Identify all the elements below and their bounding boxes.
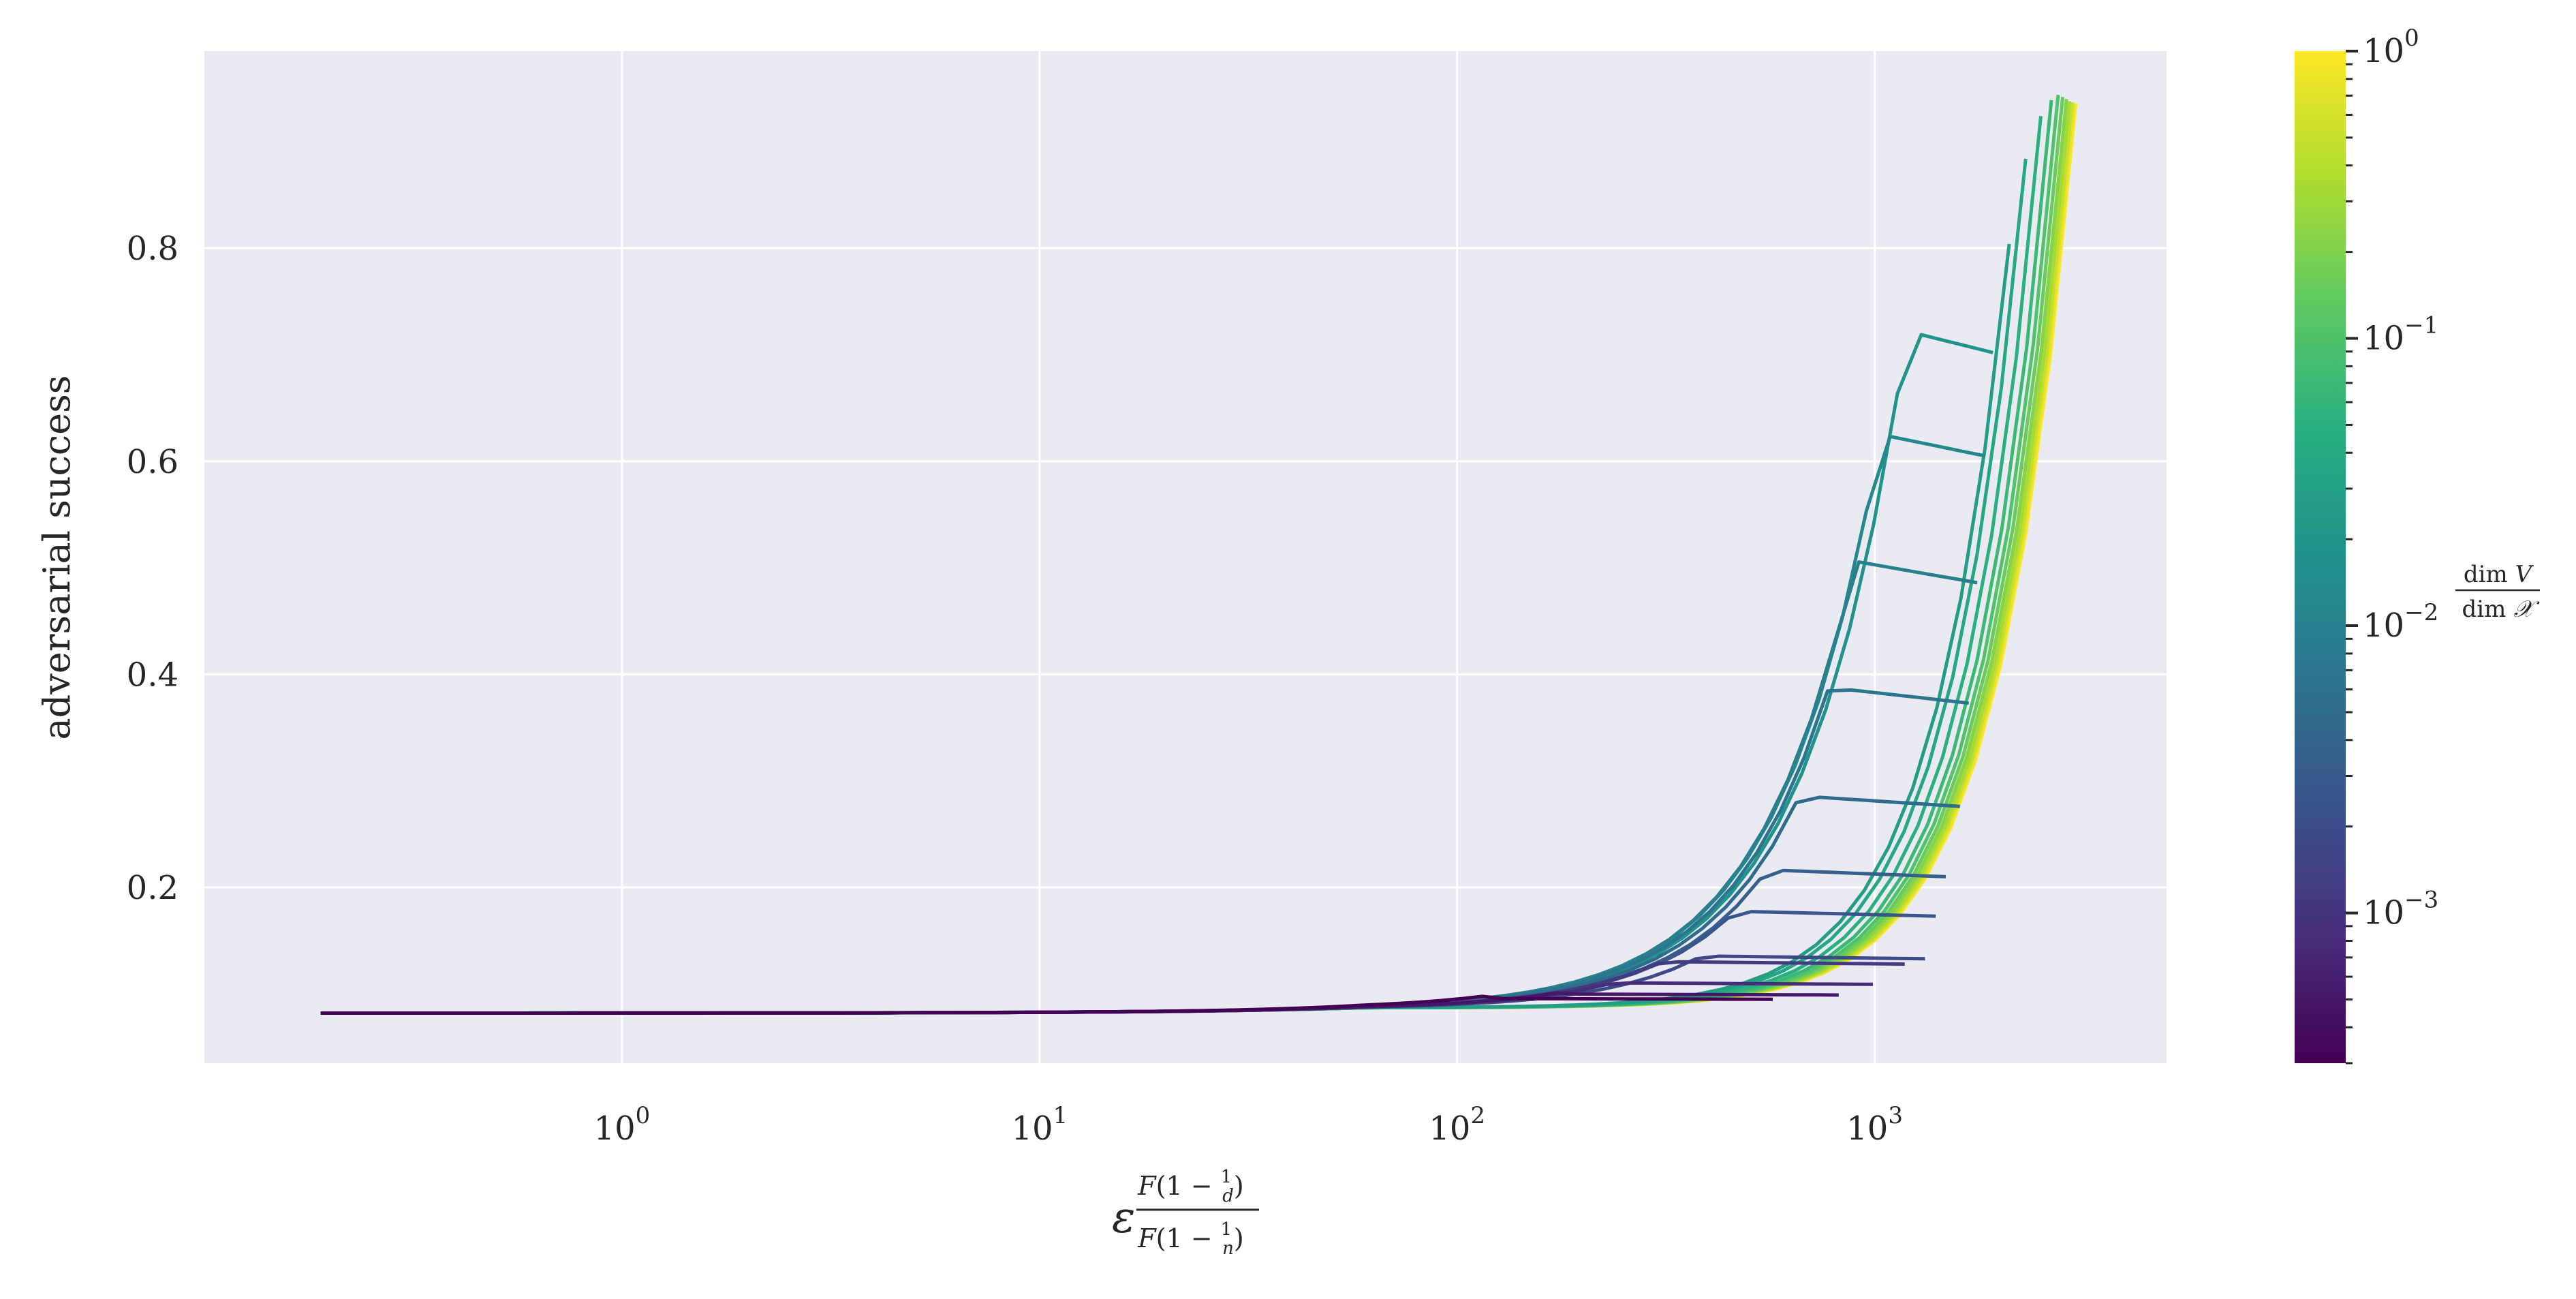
colorbar-tick-label: 10−1 <box>2363 312 2438 358</box>
x-tick-label: 100 <box>594 1102 651 1148</box>
y-tick-label: 0.8 <box>127 230 179 268</box>
plot-area <box>204 51 2167 1063</box>
x-label-epsilon: ε <box>1112 1193 1135 1243</box>
series-layer <box>320 94 2078 1015</box>
y-tick-label: 0.6 <box>127 443 179 481</box>
colorbar-gradient <box>2295 51 2346 1063</box>
y-tick-label: 0.4 <box>127 656 179 694</box>
colorbar: 10−3 10−2 10−1 100 dim V dim 𝒳 <box>2295 25 2540 1065</box>
x-tick-label: 102 <box>1429 1102 1485 1148</box>
x-axis: 100 101 102 103 <box>594 1102 1903 1148</box>
y-axis: 0.2 0.4 0.6 0.8 <box>127 230 179 907</box>
x-label-numerator: F(1 − 1 d) <box>1137 1167 1243 1206</box>
x-tick-label: 103 <box>1846 1102 1903 1148</box>
x-tick-label: 101 <box>1011 1102 1068 1148</box>
y-tick-label: 0.2 <box>127 869 179 907</box>
grid <box>204 51 2167 1063</box>
colorbar-label: dim V dim 𝒳 <box>2455 561 2540 623</box>
y-axis-label: adversarial success <box>35 375 78 739</box>
colorbar-tick-label: 10−2 <box>2363 599 2438 645</box>
x-label-denominator: F(1 − 1 n) <box>1137 1219 1244 1259</box>
colorbar-tick-label: 100 <box>2363 25 2419 70</box>
colorbar-label-denominator: dim 𝒳 <box>2462 596 2541 623</box>
colorbar-ticks: 10−3 10−2 10−1 100 <box>2346 25 2438 1065</box>
colorbar-label-numerator: dim V <box>2464 561 2534 588</box>
series-line <box>320 994 1773 1015</box>
colorbar-tick-label: 10−3 <box>2363 887 2438 932</box>
x-axis-label: ε F(1 − 1 d) F(1 − 1 n) <box>1112 1167 1259 1259</box>
